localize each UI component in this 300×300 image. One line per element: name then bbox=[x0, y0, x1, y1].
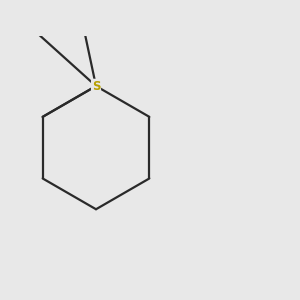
Text: S: S bbox=[92, 80, 100, 92]
